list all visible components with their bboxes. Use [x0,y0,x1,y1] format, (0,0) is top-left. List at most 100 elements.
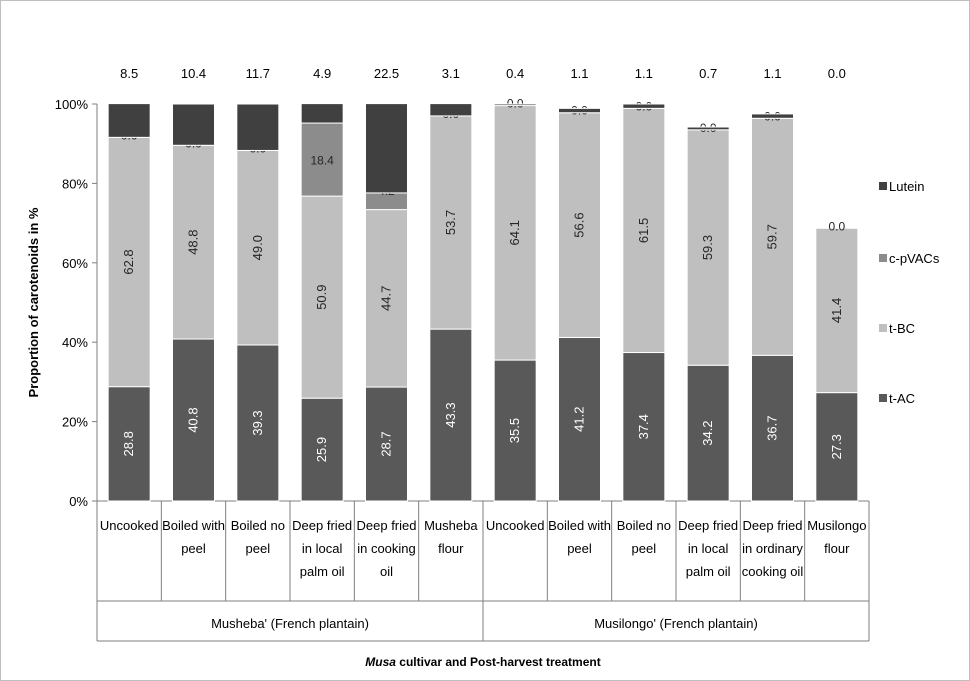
data-label-t-bc: 48.8 [186,229,201,254]
data-label-t-ac: 39.3 [250,410,265,435]
bar-segment-t-bc [751,117,794,356]
data-label-c-pvacs: 0.0 [828,219,845,233]
bar-segment-t-bc [429,115,473,330]
x-category-label: Musilongo [807,518,866,533]
data-label-t-bc: 49.0 [250,235,265,260]
x-category-label: cooking oil [742,564,804,579]
data-label-t-bc: 59.7 [765,224,780,249]
data-label-t-ac: 27.3 [829,434,844,459]
data-label-t-bc: 59.3 [700,235,715,260]
data-label-t-ac: 28.7 [379,431,394,456]
x-category-label: in cooking [357,541,416,556]
x-category-label: palm oil [686,564,731,579]
y-tick-label: 20% [62,415,88,430]
data-label-lutein-top: 4.9 [313,66,331,81]
bar-segment-lutein [751,113,794,119]
x-category-label: oil [380,564,393,579]
bar-segment-t-ac [558,336,601,502]
data-label-t-bc: 50.9 [314,284,329,309]
y-axis-title: Proportion of carotenoids in % [26,207,41,397]
data-label-lutein-top: 0.0 [828,66,846,81]
bar-segment-t-ac [751,354,794,502]
bar-segment-t-bc [493,105,537,361]
bar-segment-t-ac [622,352,666,502]
x-category-label: flour [438,541,464,556]
bar-segment-t-bc [815,227,859,394]
legend-label: t-AC [889,391,915,406]
x-category-label: Musheba [424,518,478,533]
x-axis-title: Musa cultivar and Post-harvest treatment [365,655,600,669]
legend-label: t-BC [889,321,915,336]
legend-swatch [879,182,887,190]
data-label-lutein-top: 1.1 [763,66,781,81]
bar-segment-lutein [493,103,537,107]
data-label-t-ac: 43.3 [443,402,458,427]
x-category-label: Deep fried [678,518,738,533]
x-category-label: peel [181,541,206,556]
x-axis-title-italic: Musa [365,655,396,669]
x-category-label: in local [302,541,343,556]
data-label-t-bc: 41.4 [829,298,844,323]
data-label-t-ac: 40.8 [186,407,201,432]
data-label-c-pvacs: 18.4 [310,154,334,168]
bar-segment-lutein [429,103,473,117]
legend-swatch [879,394,887,402]
bar-segment-t-ac [300,397,344,502]
y-tick-label: 100% [55,97,89,112]
legend-label: Lutein [889,179,924,194]
bar-segment-t-ac [236,344,280,502]
y-tick-label: 80% [62,176,88,191]
x-group-label: Musheba' (French plantain) [211,616,369,631]
data-label-t-bc: 56.6 [572,212,587,237]
x-category-label: flour [824,541,850,556]
data-label-lutein-top: 1.1 [635,66,653,81]
bar-segment-c-pvacs [300,122,344,197]
bar-segment-t-ac [172,338,215,502]
bar-segment-t-bc [686,129,730,366]
data-label-t-bc: 44.7 [379,286,394,311]
bar-segment-t-bc [300,195,344,399]
x-category-label: Deep fried [743,518,803,533]
data-label-t-ac: 34.2 [700,420,715,445]
data-label-t-ac: 25.9 [314,437,329,462]
x-group-label: Musilongo' (French plantain) [594,616,758,631]
x-category-label: Boiled with [548,518,611,533]
data-label-lutein-top: 11.7 [246,66,270,81]
x-category-label: in ordinary [742,541,803,556]
data-label-lutein-top: 8.5 [120,66,138,81]
x-category-label: palm oil [300,564,345,579]
x-category-label: Boiled no [231,518,285,533]
bar-segment-lutein [686,126,730,131]
x-category-label: Uncooked [100,518,159,533]
bar-segment-t-bc [558,112,601,338]
data-label-lutein-top: 22.5 [374,66,399,81]
data-label-t-bc: 53.7 [443,210,458,235]
bar-segment-lutein [365,103,408,194]
y-tick-label: 60% [62,256,88,271]
x-axis-title-rest: cultivar and Post-harvest treatment [396,655,601,669]
bar-segment-t-ac [365,386,408,502]
bar-segment-t-bc [365,209,408,388]
bar-segment-t-bc [107,136,151,388]
y-tick-label: 0% [69,494,88,509]
legend-swatch [879,324,887,332]
data-label-lutein-top: 1.1 [570,66,588,81]
x-category-label: Deep fried [292,518,352,533]
data-label-t-ac: 41.2 [572,407,587,432]
x-category-label: Boiled no [617,518,671,533]
bar-segment-lutein [172,103,215,146]
data-label-t-ac: 28.8 [121,431,136,456]
bar-segment-lutein [300,103,344,124]
bar-segment-lutein [558,107,601,114]
data-label-t-bc: 62.8 [121,249,136,274]
bar-segment-t-ac [686,364,730,502]
bar-segment-lutein [107,103,151,138]
data-label-lutein-top: 0.4 [506,66,524,81]
bar-segment-lutein [622,103,666,109]
data-label-t-bc: 64.1 [507,220,522,245]
data-label-lutein-top: 3.1 [442,66,460,81]
data-label-t-ac: 37.4 [636,414,651,439]
bar-segment-t-ac [107,386,151,502]
x-category-label: Uncooked [486,518,545,533]
